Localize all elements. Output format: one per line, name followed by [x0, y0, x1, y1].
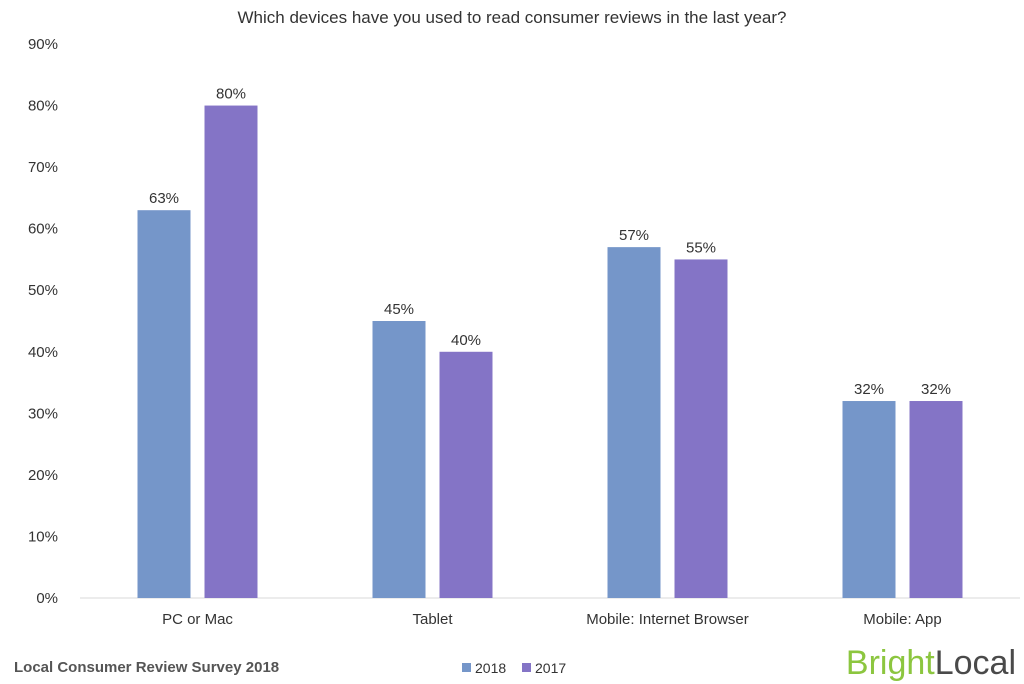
logo-part-local: Local: [935, 644, 1016, 682]
bar-2017: [909, 401, 963, 598]
category-label: PC or Mac: [162, 611, 233, 628]
y-tick-label: 70%: [28, 159, 58, 176]
legend-label: 2017: [535, 660, 566, 676]
data-label: 45%: [384, 301, 414, 318]
brightlocal-logo: BrightLocal: [846, 644, 1016, 682]
y-tick-label: 80%: [28, 98, 58, 115]
bar-2018: [607, 247, 661, 598]
category-labels: PC or Mac Tablet Mobile: Internet Browser M…: [162, 611, 942, 628]
chart-title: Which devices have you used to read cons…: [238, 8, 787, 27]
data-label: 55%: [686, 239, 716, 256]
source-footer: Local Consumer Review Survey 2018: [14, 659, 279, 676]
y-axis: 0% 10% 20% 30% 40% 50% 60% 70% 80% 90%: [28, 36, 58, 607]
category-label: Tablet: [412, 611, 453, 628]
legend: 2018 2017: [462, 660, 566, 676]
legend-label: 2018: [475, 660, 506, 676]
bar-2017: [204, 105, 258, 599]
legend-swatch: [522, 663, 531, 672]
y-tick-label: 90%: [28, 36, 58, 53]
bar-2018: [372, 321, 426, 598]
category-label: Mobile: App: [863, 611, 941, 628]
data-label: 80%: [216, 86, 246, 103]
bar-2018: [137, 210, 191, 598]
bar-2018: [842, 401, 896, 598]
data-label: 32%: [921, 381, 951, 398]
y-tick-label: 0%: [36, 590, 58, 607]
y-tick-label: 30%: [28, 405, 58, 422]
value-labels: 63% 80% 45% 40% 57% 55% 32% 32%: [149, 86, 951, 398]
legend-swatch: [462, 663, 471, 672]
data-label: 40%: [451, 332, 481, 349]
logo-part-bright: Bright: [846, 644, 935, 682]
bar-2017: [674, 259, 728, 598]
data-label: 63%: [149, 190, 179, 207]
y-tick-label: 60%: [28, 221, 58, 238]
data-label: 57%: [619, 227, 649, 244]
category-label: Mobile: Internet Browser: [586, 611, 749, 628]
bars: [137, 105, 963, 599]
y-tick-label: 10%: [28, 528, 58, 545]
y-tick-label: 40%: [28, 344, 58, 361]
data-label: 32%: [854, 381, 884, 398]
y-tick-label: 50%: [28, 282, 58, 299]
y-tick-label: 20%: [28, 467, 58, 484]
svg-text:BrightLocal: BrightLocal: [846, 644, 1016, 682]
bar-2017: [439, 351, 493, 598]
